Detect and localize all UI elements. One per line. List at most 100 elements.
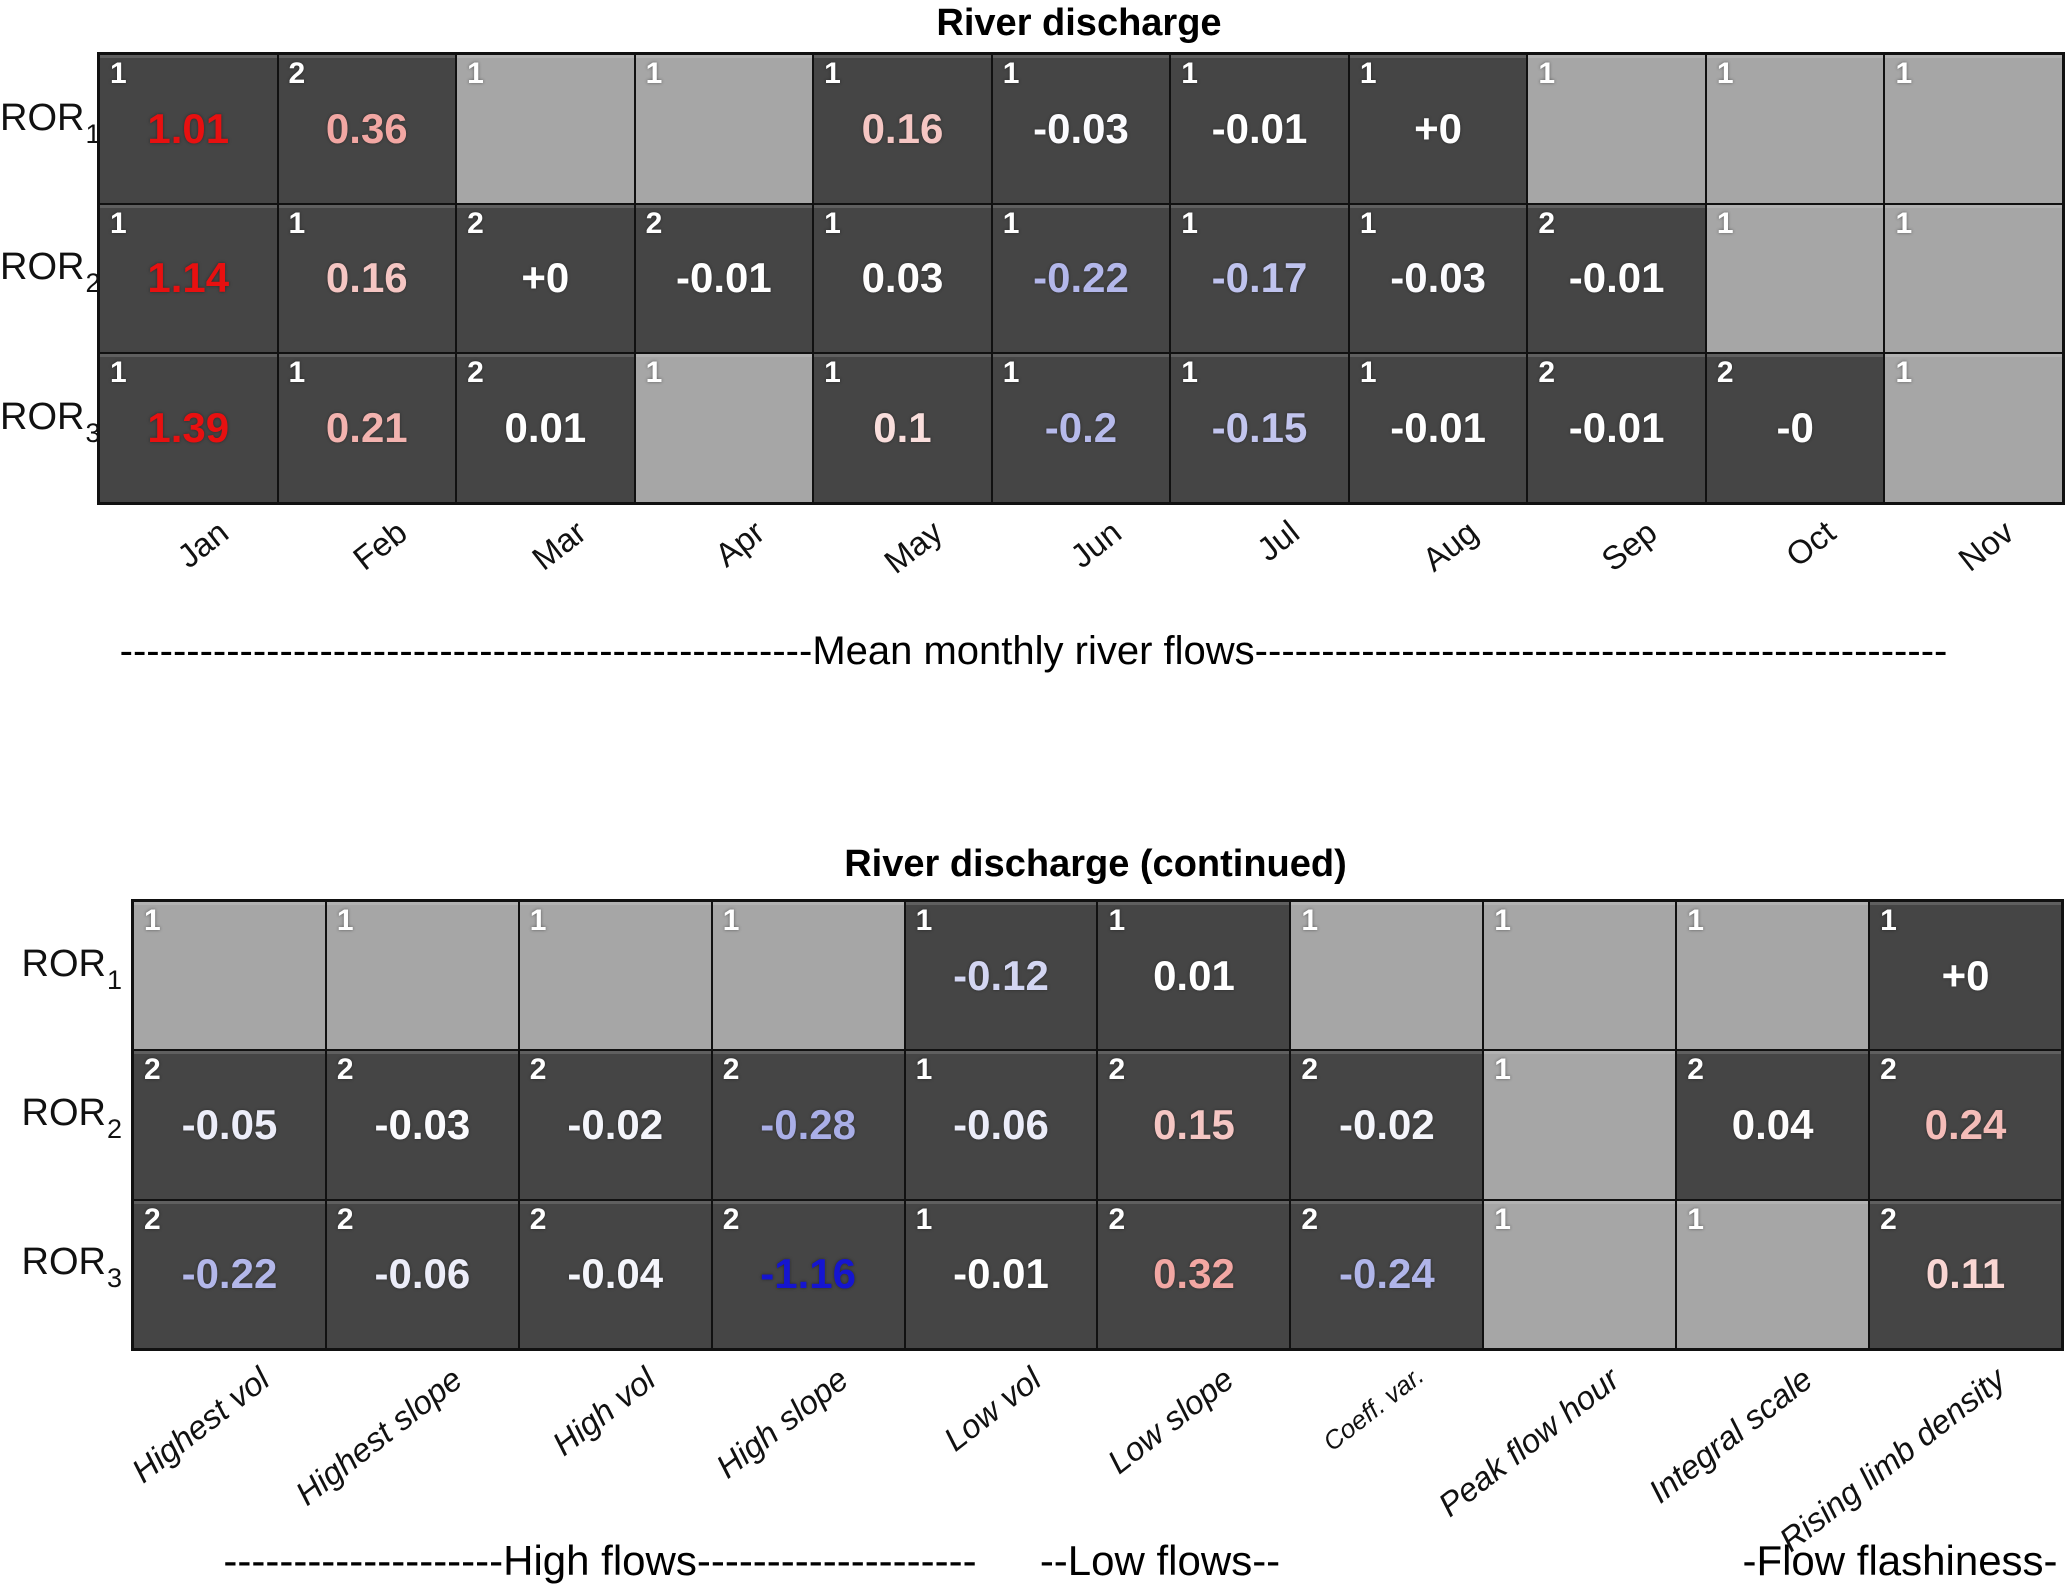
rank-badge: 2	[336, 1202, 354, 1236]
column-label-wrap: Highest slope	[246, 1360, 469, 1512]
heatmap-cell: 2 0.15	[1097, 1050, 1291, 1200]
heatmap-cell: 1 -0.03	[991, 54, 1171, 204]
heatmap-cell: 1	[711, 901, 905, 1051]
column-label-wrap: Jul	[1241, 513, 1306, 568]
column-label-wrap: Low vol	[913, 1360, 1048, 1458]
heatmap-cell: 1 -0.03	[1348, 203, 1528, 354]
rank-badge: 2	[144, 1053, 161, 1087]
column-label: Rising limb density	[1772, 1360, 2013, 1559]
column-label-wrap: Rising limb density	[1714, 1360, 2013, 1559]
column-label-wrap: May	[864, 513, 949, 581]
heatmap-cell: 1	[325, 901, 519, 1051]
cell-value: 0.03	[861, 254, 944, 302]
column-label-wrap: Highest vol	[90, 1360, 276, 1490]
cell-value: -0.03	[1390, 254, 1486, 302]
cell-value: +0	[521, 254, 570, 302]
row-label-ror2: ROR2	[0, 246, 101, 298]
rank-badge: 1	[1002, 356, 1020, 390]
heatmap-cell: 1 0.16	[813, 54, 992, 204]
rank-badge: 1	[915, 904, 933, 937]
chart-title-bottom: River discharge (continued)	[844, 843, 1347, 885]
cell-value: -0.01	[1211, 104, 1308, 152]
heatmap-cell: 2 0.04	[1676, 1050, 1870, 1200]
rank-badge: 2	[1880, 1202, 1897, 1236]
heatmap-cell: 2 -1.16	[711, 1199, 905, 1349]
cell-value: 0.11	[1925, 1250, 2006, 1298]
rank-badge: 1	[1687, 1202, 1704, 1236]
rank-badge: 2	[1880, 1053, 1897, 1087]
heatmap-cell: 1 -0.17	[1170, 203, 1349, 354]
group-annotation-flow-flashiness: -Flow flashiness-	[1742, 1537, 2058, 1584]
heatmap-cell: 1 0.16	[277, 203, 457, 354]
rank-badge: 2	[1687, 1053, 1704, 1087]
heatmap-cell: 1	[1527, 54, 1706, 204]
row-label-ror2: ROR2	[21, 1092, 122, 1144]
heatmap-cell: 1	[1884, 353, 2063, 503]
rank-badge: 1	[336, 904, 354, 937]
rank-badge: 1	[1494, 1202, 1511, 1236]
rank-badge: 1	[1716, 206, 1734, 240]
column-label: Jul	[1250, 513, 1307, 569]
rank-badge: 2	[1108, 1053, 1126, 1087]
cell-value: -0.06	[953, 1100, 1049, 1148]
cell-value: 0.32	[1153, 1250, 1235, 1298]
cell-value: -0.17	[1211, 254, 1308, 302]
heatmap-cell: 2 -0.01	[634, 203, 814, 354]
cell-value: -0.2	[1044, 404, 1118, 452]
row-label-ror1: ROR1	[0, 97, 101, 149]
heatmap-cell: 2 -0.02	[518, 1050, 712, 1200]
cell-value: -0.01	[1568, 404, 1665, 452]
rank-badge: 2	[467, 356, 484, 390]
heatmap-cell: 2 0.24	[1869, 1050, 2062, 1200]
cell-value: +0	[1941, 951, 1990, 999]
cell-value: -0.02	[1338, 1100, 1435, 1148]
column-label: Feb	[346, 513, 414, 578]
cell-value: -0.06	[374, 1250, 471, 1298]
column-label-wrap: High slope	[676, 1360, 855, 1485]
column-label-wrap: Aug	[1403, 513, 1485, 578]
rank-badge: 1	[110, 206, 127, 240]
heatmap-cell: 2 -0.01	[1527, 203, 1706, 354]
heatmap-cell: 2 -0.28	[711, 1050, 905, 1200]
cell-value: 0.15	[1153, 1100, 1235, 1148]
rank-badge: 1	[1895, 57, 1913, 90]
column-label: Mar	[524, 513, 593, 578]
rank-badge: 1	[915, 1202, 933, 1236]
group-annotation-high-flows: --------------------High flows----------…	[223, 1537, 977, 1584]
rank-badge: 2	[1301, 1053, 1319, 1087]
rank-badge: 1	[722, 904, 740, 937]
rank-badge: 1	[1494, 1053, 1511, 1087]
column-label: Peak flow hour	[1431, 1360, 1627, 1524]
rank-badge: 1	[1002, 206, 1020, 240]
cell-value: -0.01	[1390, 404, 1486, 452]
column-label: Nov	[1951, 513, 2021, 579]
rank-badge: 2	[529, 1202, 547, 1236]
heatmap-cell: 1 -0.12	[904, 901, 1098, 1051]
column-label-wrap: Jun	[1052, 513, 1128, 575]
rank-badge: 2	[336, 1053, 354, 1087]
cell-value: 0.01	[1153, 951, 1235, 999]
cell-value: -0.01	[953, 1250, 1049, 1298]
rank-badge: 1	[1687, 904, 1704, 937]
rank-badge: 1	[1538, 57, 1556, 90]
heatmap-cell: 1	[1290, 901, 1484, 1051]
rank-badge: 1	[645, 356, 663, 390]
rank-badge: 2	[1538, 206, 1556, 240]
column-label-wrap: Low slope	[1069, 1360, 1241, 1481]
heatmap-cell: 2 -0.02	[1290, 1050, 1484, 1200]
row-label-ror3: ROR3	[0, 396, 101, 448]
column-label: Aug	[1415, 513, 1485, 579]
heatmap-cell: 2 -0.05	[133, 1050, 326, 1200]
column-label-wrap: Oct	[1768, 513, 1842, 574]
cell-value: 1.14	[147, 254, 230, 302]
heatmap-cell: 1 -0.06	[904, 1050, 1098, 1200]
heatmap-cell: 1	[1483, 901, 1677, 1051]
cell-value: -0.15	[1211, 404, 1308, 452]
chart-title-top: River discharge	[936, 2, 1222, 44]
heatmap-cell: 1 0.01	[1097, 901, 1291, 1051]
rank-badge: 1	[645, 57, 663, 90]
column-label: High slope	[709, 1360, 855, 1486]
cell-value: -0.05	[181, 1100, 278, 1148]
heatmap-cell: 1 -0.22	[991, 203, 1171, 354]
